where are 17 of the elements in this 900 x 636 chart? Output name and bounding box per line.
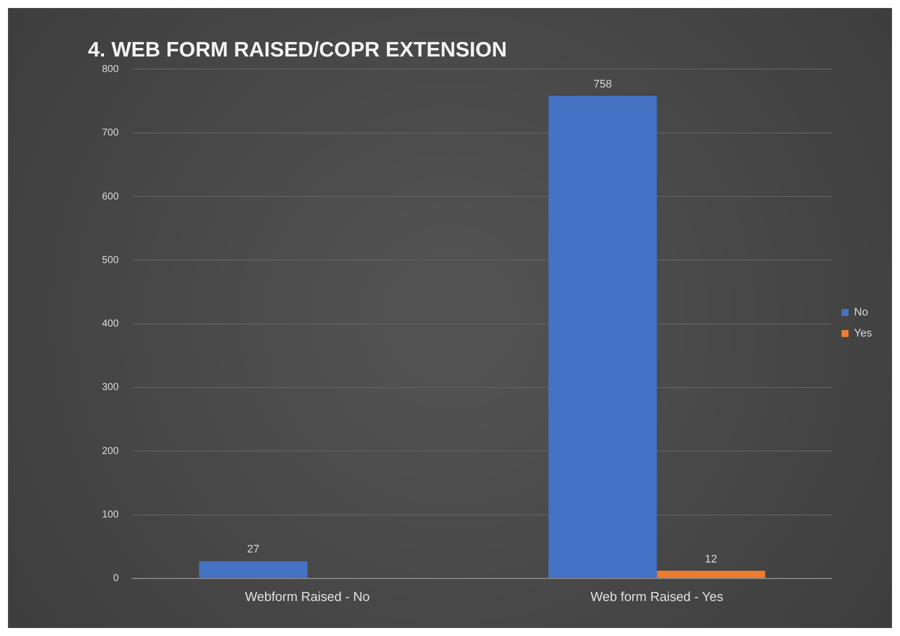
y-tick-label: 600 xyxy=(102,191,120,202)
y-tick-label: 400 xyxy=(102,318,120,330)
y-tick-label: 100 xyxy=(102,510,120,520)
x-tick-label: Web form Raised - Yes xyxy=(590,588,724,604)
data-label: 758 xyxy=(593,78,612,90)
y-tick-label: 300 xyxy=(102,382,120,394)
legend-label: No xyxy=(854,306,868,319)
y-tick-label: 200 xyxy=(102,446,120,457)
y-tick-label: 800 xyxy=(102,64,120,75)
y-tick-label: 0 xyxy=(113,573,120,584)
data-label: 12 xyxy=(704,553,718,566)
y-tick-label: 700 xyxy=(102,128,120,139)
x-tick-label: Webform Raised - No xyxy=(245,588,370,604)
data-label: 27 xyxy=(247,544,260,556)
y-tick-label: 500 xyxy=(102,254,120,266)
chart-title: 4. WEB FORM RAISED/COPR EXTENSION xyxy=(88,38,507,62)
legend-label: Yes xyxy=(854,328,872,340)
